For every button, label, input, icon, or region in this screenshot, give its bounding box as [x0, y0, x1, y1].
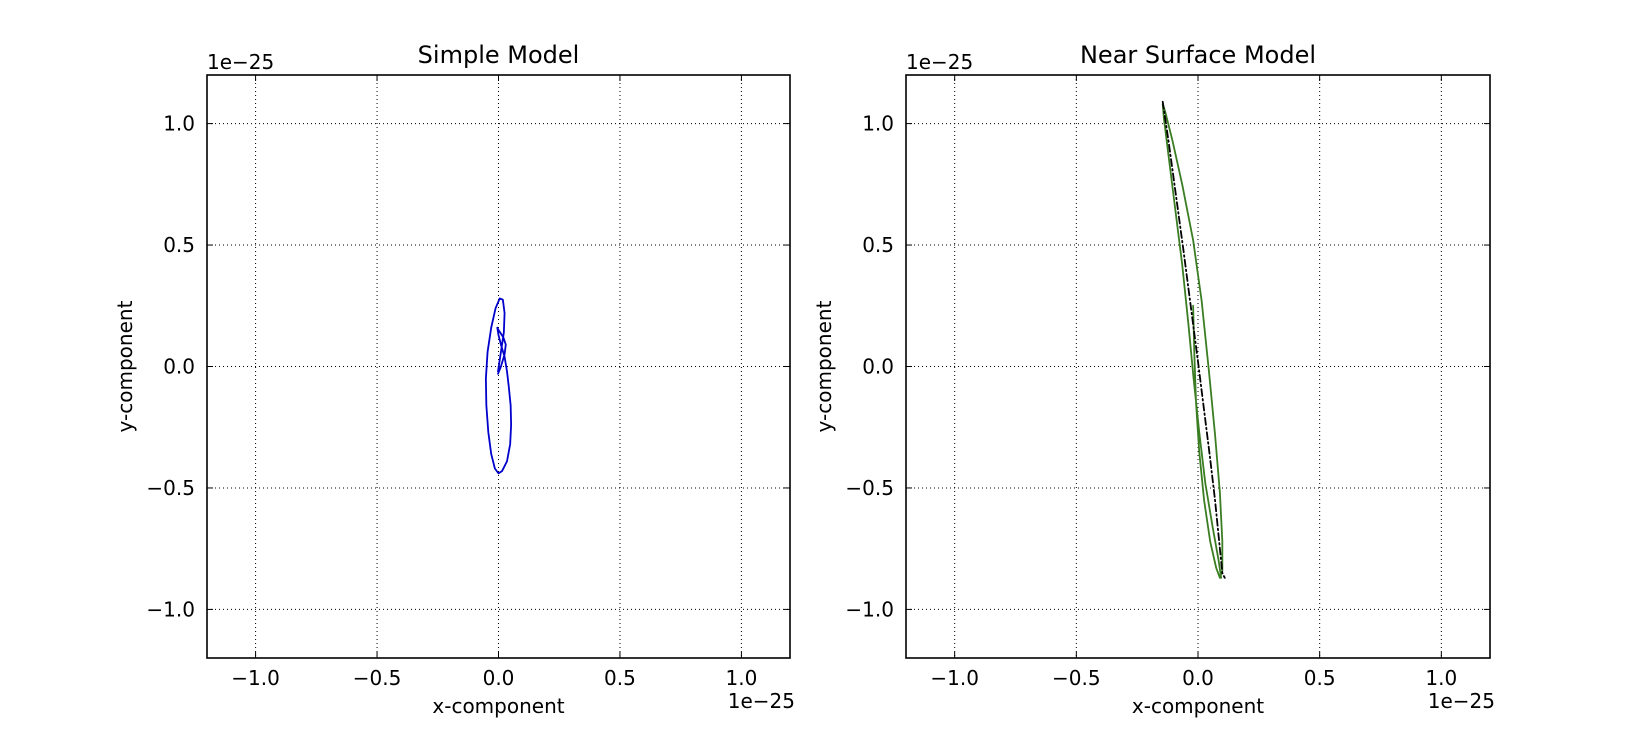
y-tick-label: −0.5: [845, 476, 894, 500]
chart-simple-model: −1.0 −0.5 0.0 0.5 1.0 −1.0 −0.5 0.0 0.5 1.0 Simple…: [113, 41, 795, 718]
x-tick-label: 0.5: [1304, 666, 1336, 690]
x-tick-label: −0.5: [1052, 666, 1101, 690]
y-tick-label: −0.5: [146, 476, 195, 500]
x-axis-label: x-component: [432, 694, 564, 718]
x-offset-text: 1e−25: [1428, 689, 1495, 713]
y-tick-label: 1.0: [163, 112, 195, 136]
x-tick-label: 1.0: [1425, 666, 1457, 690]
x-tick-label: −1.0: [930, 666, 979, 690]
chart-title: Simple Model: [418, 41, 580, 69]
y-tick-label: −1.0: [845, 597, 894, 621]
y-tick-label: 0.5: [862, 233, 894, 257]
y-tick-label: −1.0: [146, 597, 195, 621]
x-tick-label: −1.0: [231, 666, 280, 690]
y-tick-label: 1.0: [862, 112, 894, 136]
series-line-0: [484, 297, 513, 475]
x-axis-label: x-component: [1132, 694, 1264, 718]
series-line-0: [1161, 103, 1224, 579]
y-tick-label: 0.0: [163, 355, 195, 379]
x-tick-label: 0.0: [1182, 666, 1214, 690]
chart-title: Near Surface Model: [1080, 41, 1316, 69]
y-axis-label: y-component: [812, 300, 836, 432]
x-tick-label: 0.5: [604, 666, 636, 690]
series-line-1: [1161, 100, 1226, 579]
y-tick-label: 0.0: [862, 355, 894, 379]
y-tick-label: 0.5: [163, 233, 195, 257]
x-tick-label: 1.0: [726, 666, 758, 690]
y-offset-text: 1e−25: [906, 50, 973, 74]
y-axis-label: y-component: [113, 300, 137, 432]
x-tick-label: −0.5: [353, 666, 402, 690]
x-offset-text: 1e−25: [728, 689, 795, 713]
y-offset-text: 1e−25: [207, 50, 274, 74]
chart-near-surface-model: −1.0 −0.5 0.0 0.5 1.0 −1.0 −0.5 0.0 0.5 1.0 Near S…: [812, 41, 1495, 718]
x-tick-label: 0.0: [483, 666, 515, 690]
